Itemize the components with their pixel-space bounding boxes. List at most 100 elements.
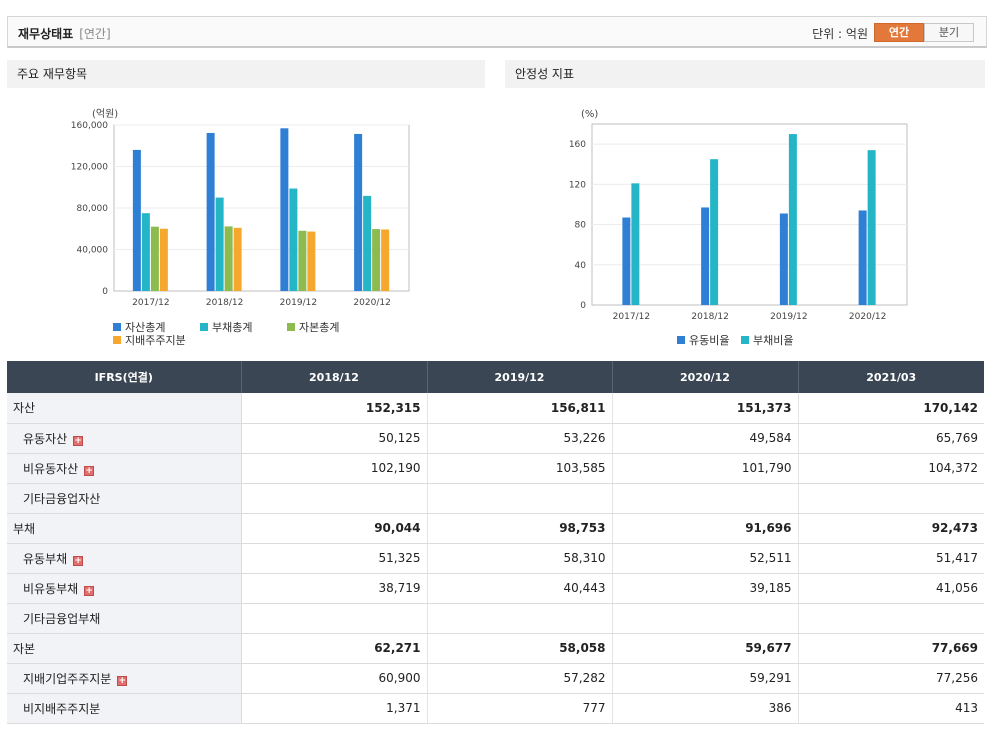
row-value: 51,325 bbox=[241, 543, 428, 574]
row-value: 38,719 bbox=[241, 573, 428, 604]
bar bbox=[701, 207, 710, 305]
x-tick-label: 2019/12 bbox=[280, 298, 317, 308]
balance-sheet-table: IFRS(연결) 2018/12 2019/12 2020/12 2021/03… bbox=[7, 361, 984, 724]
row-value: 90,044 bbox=[241, 513, 428, 544]
row-label: 비유동부채 + bbox=[7, 573, 242, 604]
expand-icon[interactable]: + bbox=[84, 465, 95, 476]
table-row: 기타금융업자산 bbox=[7, 483, 984, 514]
header-col-1: 2018/12 bbox=[241, 361, 428, 393]
page-title: 재무상태표 [연간] bbox=[18, 25, 111, 42]
row-value bbox=[798, 483, 984, 514]
bar bbox=[215, 197, 224, 291]
stability-title: 안정성 지표 bbox=[505, 60, 985, 88]
quarter-button[interactable]: 분기 bbox=[924, 23, 974, 42]
bar bbox=[289, 188, 298, 291]
row-value: 53,226 bbox=[427, 423, 613, 454]
expand-icon[interactable]: + bbox=[73, 435, 84, 446]
row-label: 비유동자산 + bbox=[7, 453, 242, 484]
bar bbox=[788, 134, 797, 305]
expand-icon[interactable]: + bbox=[117, 675, 128, 686]
row-label-text: 자본 bbox=[13, 641, 36, 656]
bar bbox=[298, 230, 307, 291]
annual-button[interactable]: 연간 bbox=[874, 23, 924, 42]
major-items-title: 주요 재무항목 bbox=[7, 60, 485, 88]
y-tick-label: 80 bbox=[575, 221, 587, 231]
row-label-text: 부채 bbox=[13, 521, 36, 536]
row-value: 152,315 bbox=[241, 393, 428, 424]
row-value: 51,417 bbox=[798, 543, 984, 574]
row-label-text: 유동부채 bbox=[23, 551, 68, 566]
bar bbox=[631, 183, 640, 305]
bar bbox=[779, 213, 788, 305]
row-value bbox=[427, 483, 613, 514]
stability-legend: 유동비율 부채비율 bbox=[505, 330, 985, 350]
row-label: 자본 bbox=[7, 633, 242, 664]
bar bbox=[710, 159, 719, 305]
legend-item: 유동비율 bbox=[677, 332, 729, 348]
table-row: 부채 90,044 98,753 91,696 92,473 bbox=[7, 513, 984, 544]
major-items-panel: 주요 재무항목 (억원) 0 40,000 80,000 120,000 160,000 2… bbox=[7, 60, 485, 358]
y-tick-label: 80,000 bbox=[77, 204, 109, 214]
row-value: 59,677 bbox=[612, 633, 799, 664]
legend-item: 지배주주지분 bbox=[113, 332, 186, 348]
x-tick-label: 2017/12 bbox=[613, 312, 650, 322]
row-value: 59,291 bbox=[612, 663, 799, 694]
row-label-text: 기타금융업자산 bbox=[23, 491, 101, 506]
row-value: 50,125 bbox=[241, 423, 428, 454]
x-tick-label: 2019/12 bbox=[770, 312, 807, 322]
row-value: 57,282 bbox=[427, 663, 613, 694]
row-label: 지배기업주주지분 + bbox=[7, 663, 242, 694]
y-tick-label: 40,000 bbox=[77, 246, 109, 256]
bar bbox=[622, 217, 631, 305]
major-items-legend: 자산총계 부채총계 자본총계 지배주주지분 bbox=[7, 316, 485, 356]
row-value: 92,473 bbox=[798, 513, 984, 544]
legend-swatch bbox=[113, 323, 121, 331]
expand-icon[interactable]: + bbox=[73, 555, 84, 566]
table-row: 비유동자산 +102,190 103,585 101,790 104,372 bbox=[7, 453, 984, 484]
y-tick-label: 0 bbox=[102, 287, 108, 297]
row-value: 40,443 bbox=[427, 573, 613, 604]
period-subtitle: [연간] bbox=[79, 27, 111, 41]
row-value bbox=[612, 483, 799, 514]
legend-label: 부채총계 bbox=[212, 321, 253, 334]
header-col-4: 2021/03 bbox=[798, 361, 984, 393]
stability-panel: 안정성 지표 (%) 0 40 80 120 160 2017/12 2018/12 2019/… bbox=[505, 60, 985, 358]
unit-label: 단위 : 억원 bbox=[812, 27, 868, 41]
bar bbox=[233, 227, 242, 291]
bar bbox=[150, 226, 159, 291]
row-value: 102,190 bbox=[241, 453, 428, 484]
row-value: 777 bbox=[427, 693, 613, 724]
plot-area bbox=[591, 123, 908, 306]
header-ifrs[interactable]: IFRS(연결) bbox=[7, 361, 242, 393]
row-label-text: 비지배주주지분 bbox=[23, 701, 101, 716]
bar bbox=[307, 231, 316, 291]
legend-label: 자산총계 bbox=[125, 321, 166, 334]
y-tick-label: 40 bbox=[575, 261, 587, 271]
y-tick-label: 120 bbox=[569, 180, 586, 190]
bar bbox=[280, 128, 289, 291]
header-col-2: 2019/12 bbox=[427, 361, 613, 393]
row-value: 39,185 bbox=[612, 573, 799, 604]
row-label-text: 비유동자산 bbox=[23, 461, 79, 476]
bar bbox=[354, 133, 363, 291]
row-value: 98,753 bbox=[427, 513, 613, 544]
bar bbox=[372, 229, 381, 291]
row-label: 비지배주주지분 bbox=[7, 693, 242, 724]
table-row: 비지배주주지분 1,371 777 386 413 bbox=[7, 693, 984, 724]
row-value: 170,142 bbox=[798, 393, 984, 424]
row-label: 기타금융업자산 bbox=[7, 483, 242, 514]
bar bbox=[132, 149, 141, 291]
x-tick-label: 2018/12 bbox=[206, 298, 243, 308]
row-value: 101,790 bbox=[612, 453, 799, 484]
unit-label: (%) bbox=[581, 109, 598, 120]
row-value: 62,271 bbox=[241, 633, 428, 664]
row-value: 60,900 bbox=[241, 663, 428, 694]
bar bbox=[381, 229, 390, 291]
row-value: 104,372 bbox=[798, 453, 984, 484]
bar bbox=[159, 228, 168, 291]
expand-icon[interactable]: + bbox=[84, 585, 95, 596]
row-label-text: 지배기업주주지분 bbox=[23, 671, 112, 686]
row-value: 413 bbox=[798, 693, 984, 724]
stability-chart: (%) 0 40 80 120 160 2017/12 2018/12 2019/12 2020/… bbox=[569, 109, 908, 322]
legend-swatch bbox=[287, 323, 295, 331]
